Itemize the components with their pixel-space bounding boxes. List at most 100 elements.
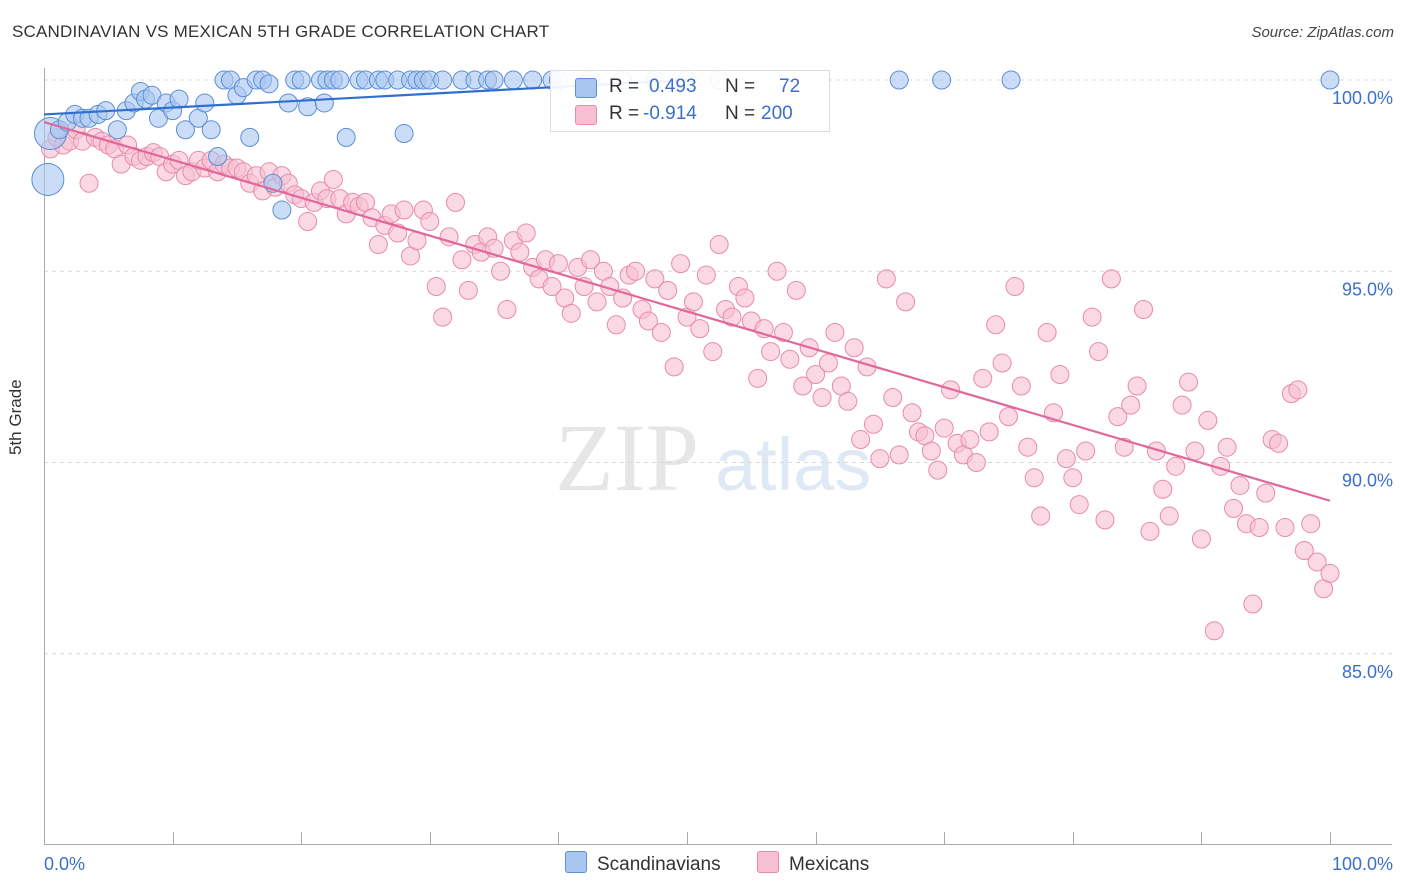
mexican-point <box>1063 468 1083 488</box>
scandinavian-point <box>484 70 504 90</box>
mexican-point <box>690 319 710 339</box>
mexican-point <box>1031 506 1051 526</box>
mexican-point <box>439 227 459 247</box>
mexican-point <box>1076 441 1096 461</box>
mexican-point <box>394 200 414 220</box>
mexican-point <box>1159 506 1179 526</box>
mexican-point <box>581 250 601 270</box>
mexican-point <box>1288 380 1308 400</box>
bottom-legend-swatch-pink <box>757 851 779 873</box>
mexican-point <box>876 269 896 289</box>
mexican-point <box>491 261 511 281</box>
bottom-legend-scandinavians: Scandinavians <box>565 851 721 876</box>
mexicans-trend-line <box>43 121 1331 502</box>
mexican-point <box>1082 307 1102 327</box>
y-tick-labels: 85.0% 90.0% 95.0% 100.0% <box>1332 88 1393 682</box>
mexican-point <box>1089 342 1109 362</box>
scandinavian-point <box>503 70 523 90</box>
mexican-point <box>1185 441 1205 461</box>
mexican-point <box>497 300 517 319</box>
x-tick-label-min: 0.0% <box>44 854 85 874</box>
mexican-point <box>638 311 658 331</box>
mexican-point <box>999 407 1018 427</box>
scandinavian-point <box>330 70 350 90</box>
mexican-point <box>838 391 858 411</box>
mexican-point <box>452 250 472 270</box>
mexican-point <box>844 338 864 358</box>
scandinavian-point <box>169 89 189 109</box>
mexican-point <box>458 280 478 300</box>
source-label: Source: ZipAtlas.com <box>1251 24 1394 41</box>
mexican-point <box>298 212 318 232</box>
mexican-point <box>1069 495 1089 515</box>
mexican-point <box>1230 475 1250 495</box>
mexican-point <box>516 223 536 243</box>
legend-r-value: 0.493 <box>649 76 697 97</box>
mexican-point <box>1198 410 1218 430</box>
mexican-point <box>1224 498 1244 518</box>
scandinavian-point <box>1320 70 1340 90</box>
mexican-point <box>1101 269 1121 289</box>
mexican-point <box>863 414 883 434</box>
legend-row-scandinavians: R = 0.493 N = 72 <box>551 74 829 100</box>
mexican-point <box>1018 437 1038 457</box>
mexican-point <box>683 292 703 312</box>
scandinavian-point <box>433 70 453 90</box>
scandinavian-point <box>314 93 334 113</box>
mexican-point <box>1146 441 1166 461</box>
mexican-point <box>960 430 980 450</box>
mexican-point <box>902 403 922 423</box>
mexican-point <box>323 169 343 189</box>
scandinavian-point <box>208 147 228 166</box>
mexican-point <box>1121 395 1141 415</box>
mexican-point <box>542 277 562 297</box>
mexican-point <box>883 387 903 407</box>
mexican-point <box>626 261 646 281</box>
legend-n-value: 200 <box>761 103 793 124</box>
mexican-point <box>761 342 781 362</box>
mexican-point <box>1095 510 1115 530</box>
mexican-point <box>420 212 440 232</box>
mexican-point <box>1050 365 1070 385</box>
y-tick-label: 100.0% <box>1332 88 1393 108</box>
mexican-point <box>645 269 665 289</box>
mexican-point <box>1294 540 1314 560</box>
mexican-point <box>818 353 838 373</box>
mexican-point <box>1166 456 1186 476</box>
y-tick-label: 95.0% <box>1342 279 1393 299</box>
mexican-point <box>1320 563 1340 583</box>
scandinavian-point <box>272 200 292 220</box>
mexican-point <box>79 173 99 193</box>
bottom-legend-label: Scandinavians <box>597 854 721 875</box>
mexican-point <box>671 254 691 274</box>
legend-row-mexicans: R = -0.914 N = 200 <box>551 101 829 127</box>
watermark-zip: ZIP <box>555 404 699 511</box>
mexican-point <box>703 342 723 362</box>
mexican-point <box>651 322 671 342</box>
watermark-atlas: atlas <box>715 423 871 506</box>
mexican-point <box>812 387 832 407</box>
scandinavians-points <box>31 70 1340 220</box>
mexican-point <box>889 445 909 465</box>
mexican-point <box>1172 395 1192 415</box>
scandinavian-point <box>1001 70 1021 90</box>
mexican-point <box>1024 468 1044 488</box>
mexican-point <box>806 365 826 385</box>
bottom-legend-label: Mexicans <box>789 854 870 875</box>
chart-title: SCANDINAVIAN VS MEXICAN 5TH GRADE CORREL… <box>12 22 550 41</box>
mexican-point <box>587 292 607 312</box>
mexican-point <box>1140 521 1160 541</box>
stats-legend: R = 0.493 N = 72 R = -0.914 N = 200 <box>550 70 830 132</box>
mexican-point <box>446 192 466 212</box>
scandinavian-point <box>889 70 909 90</box>
mexican-point <box>426 277 446 297</box>
mexican-point <box>1307 552 1327 572</box>
mexican-point <box>786 280 806 300</box>
mexican-point <box>696 265 716 285</box>
scandinavian-point <box>31 162 65 196</box>
mexican-point <box>1243 594 1263 614</box>
mexican-point <box>1217 437 1237 457</box>
mexican-point <box>767 261 787 281</box>
mexican-point <box>606 315 626 335</box>
mexican-point <box>1275 518 1295 538</box>
